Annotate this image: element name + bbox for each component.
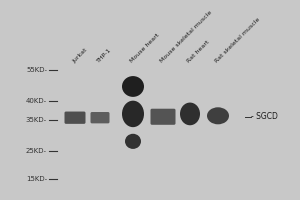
Text: Rat heart: Rat heart	[187, 39, 211, 64]
Text: Jurkat: Jurkat	[71, 47, 88, 64]
Ellipse shape	[125, 134, 141, 149]
FancyBboxPatch shape	[91, 112, 110, 123]
Text: 35KD-: 35KD-	[26, 117, 47, 123]
Text: Mouse heart: Mouse heart	[130, 32, 161, 64]
Text: - SGCD: - SGCD	[251, 112, 278, 121]
Text: THP-1: THP-1	[97, 47, 113, 64]
Ellipse shape	[207, 107, 229, 124]
Text: 55KD-: 55KD-	[26, 67, 47, 73]
FancyBboxPatch shape	[151, 109, 175, 125]
Text: 25KD-: 25KD-	[26, 148, 47, 154]
FancyBboxPatch shape	[64, 112, 86, 124]
Ellipse shape	[122, 76, 144, 97]
Ellipse shape	[180, 103, 200, 125]
Ellipse shape	[122, 101, 144, 127]
FancyBboxPatch shape	[52, 66, 248, 195]
Text: 15KD-: 15KD-	[26, 176, 47, 182]
Text: Mouse skeletal muscle: Mouse skeletal muscle	[160, 10, 213, 64]
Text: Rat skeletal muscle: Rat skeletal muscle	[214, 17, 261, 64]
Text: 40KD-: 40KD-	[26, 98, 47, 104]
